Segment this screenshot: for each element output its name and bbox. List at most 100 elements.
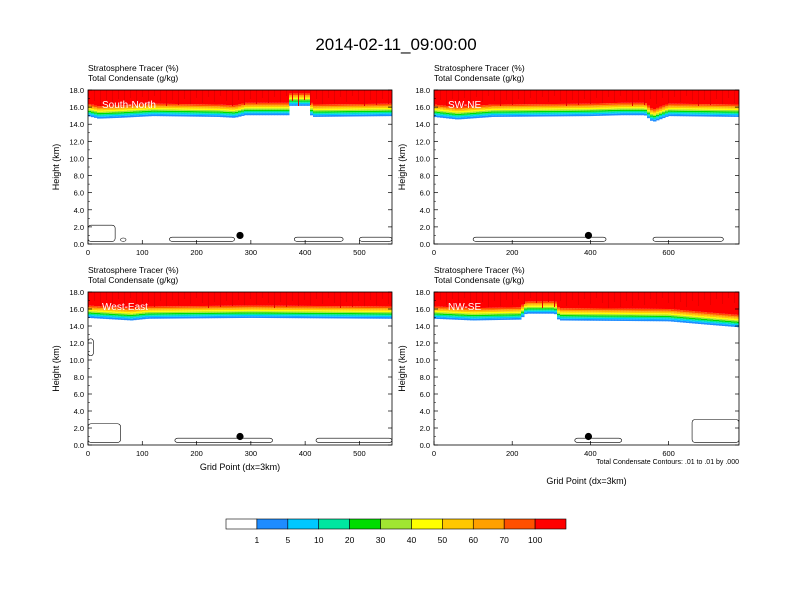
tracer-column-band bbox=[367, 315, 371, 317]
tracer-streak bbox=[536, 90, 537, 103]
tracer-column-band bbox=[623, 112, 627, 114]
tracer-column-band bbox=[277, 311, 281, 313]
tracer-column-band bbox=[551, 110, 555, 113]
tracer-column-band bbox=[208, 292, 212, 306]
tracer-column-band bbox=[638, 112, 642, 114]
tracer-column-band bbox=[533, 301, 537, 304]
tracer-column-band bbox=[328, 108, 332, 110]
tracer-column-band bbox=[707, 316, 711, 318]
tracer-column-band bbox=[313, 113, 317, 116]
tracer-column-band bbox=[587, 105, 591, 107]
tracer-column-band bbox=[569, 105, 573, 107]
tracer-column-band bbox=[695, 315, 699, 317]
tracer-column-band bbox=[461, 117, 465, 120]
tracer-column-band bbox=[241, 309, 245, 312]
tracer-column-band bbox=[545, 113, 549, 115]
tracer-column-band bbox=[632, 109, 636, 111]
tracer-column-band bbox=[509, 107, 513, 109]
tracer-column-band bbox=[223, 110, 227, 112]
tracer-streak bbox=[118, 90, 119, 99]
tracer-streak bbox=[482, 292, 483, 302]
tracer-column-band bbox=[121, 112, 125, 114]
tracer-column-band bbox=[229, 308, 233, 311]
tracer-column-band bbox=[725, 313, 729, 316]
tracer-streak bbox=[226, 90, 227, 101]
tracer-column-band bbox=[707, 108, 711, 110]
tracer-column-band bbox=[283, 315, 287, 317]
tracer-column-band bbox=[446, 109, 450, 111]
tracer-column-band bbox=[358, 110, 362, 113]
tracer-column-band bbox=[199, 310, 203, 312]
y-tick-label: 14.0 bbox=[69, 120, 84, 129]
tracer-column-band bbox=[461, 318, 465, 321]
tracer-column-band bbox=[118, 108, 122, 110]
tracer-column-band bbox=[184, 112, 188, 114]
tracer-column-band bbox=[734, 115, 738, 117]
tracer-column-band bbox=[388, 105, 392, 107]
tracer-column-band bbox=[443, 312, 447, 314]
tracer-column-band bbox=[485, 309, 489, 311]
tracer-column-band bbox=[527, 105, 531, 108]
tracer-column-band bbox=[569, 103, 573, 106]
tracer-column-band bbox=[355, 311, 359, 314]
tracer-column-band bbox=[160, 109, 164, 111]
tracer-column-band bbox=[370, 103, 374, 106]
tracer-column-band bbox=[707, 105, 711, 108]
tracer-streak bbox=[232, 292, 233, 306]
tracer-column-band bbox=[578, 90, 582, 104]
tracer-column-band bbox=[656, 109, 660, 111]
tracer-column-band bbox=[283, 105, 287, 108]
tracer-column-band bbox=[94, 316, 98, 319]
tracer-column-band bbox=[437, 109, 441, 111]
tracer-column-band bbox=[728, 107, 732, 109]
tracer-column-band bbox=[611, 109, 615, 112]
condensate-contour bbox=[88, 338, 94, 357]
tracer-column-band bbox=[734, 321, 738, 323]
tracer-column-band bbox=[334, 111, 338, 113]
tracer-column-band bbox=[722, 111, 726, 113]
tracer-column-band bbox=[244, 313, 248, 315]
tracer-column-band bbox=[581, 111, 585, 114]
tracer-column-band bbox=[208, 315, 212, 317]
tracer-column-band bbox=[190, 111, 194, 113]
tracer-column-band bbox=[452, 116, 456, 118]
tracer-column-band bbox=[229, 312, 233, 314]
tracer-column-band bbox=[247, 314, 251, 317]
tracer-column-band bbox=[725, 316, 729, 319]
tracer-column-band bbox=[250, 309, 254, 312]
tracer-streak bbox=[364, 90, 365, 106]
tracer-column-band bbox=[151, 105, 155, 107]
tracer-column-band bbox=[530, 308, 534, 310]
tracer-column-band bbox=[259, 109, 263, 111]
tracer-column-band bbox=[605, 292, 609, 309]
tracer-column-band bbox=[277, 90, 281, 103]
tracer-column-band bbox=[124, 106, 128, 109]
tracer-column-band bbox=[88, 105, 92, 108]
tracer-column-band bbox=[241, 308, 245, 310]
tracer-column-band bbox=[647, 319, 651, 322]
tracer-column-band bbox=[572, 312, 576, 314]
tracer-column-band bbox=[713, 108, 717, 110]
tracer-column-band bbox=[193, 105, 197, 108]
tracer-column-band bbox=[575, 312, 579, 314]
tracer-column-band bbox=[103, 310, 107, 313]
tracer-column-band bbox=[488, 312, 492, 314]
tracer-column-band bbox=[671, 108, 675, 110]
tracer-column-band bbox=[289, 97, 293, 99]
tracer-column-band bbox=[316, 110, 320, 112]
tracer-streak bbox=[388, 90, 389, 104]
tracer-column-band bbox=[343, 310, 347, 312]
tracer-column-band bbox=[533, 114, 537, 117]
tracer-column-band bbox=[515, 106, 519, 108]
tracer-column-band bbox=[358, 107, 362, 109]
tracer-column-band bbox=[524, 307, 528, 309]
tracer-column-band bbox=[100, 309, 104, 311]
tracer-column-band bbox=[647, 310, 651, 312]
tracer-column-band bbox=[728, 322, 732, 324]
tracer-column-band bbox=[593, 308, 597, 311]
tracer-column-band bbox=[148, 315, 152, 318]
tracer-column-band bbox=[136, 112, 140, 114]
tracer-column-band bbox=[307, 95, 311, 97]
tracer-column-band bbox=[334, 310, 338, 312]
tracer-column-band bbox=[659, 308, 663, 311]
